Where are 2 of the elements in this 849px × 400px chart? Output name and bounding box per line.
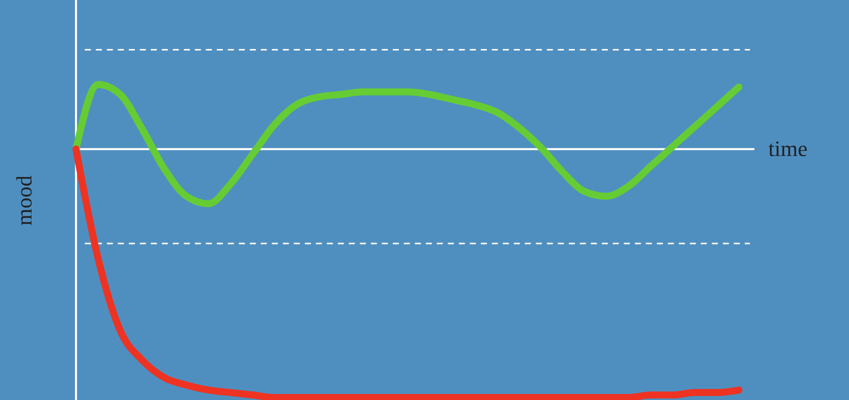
y-axis-title: mood bbox=[12, 175, 36, 226]
x-axis-title: time bbox=[768, 136, 808, 162]
